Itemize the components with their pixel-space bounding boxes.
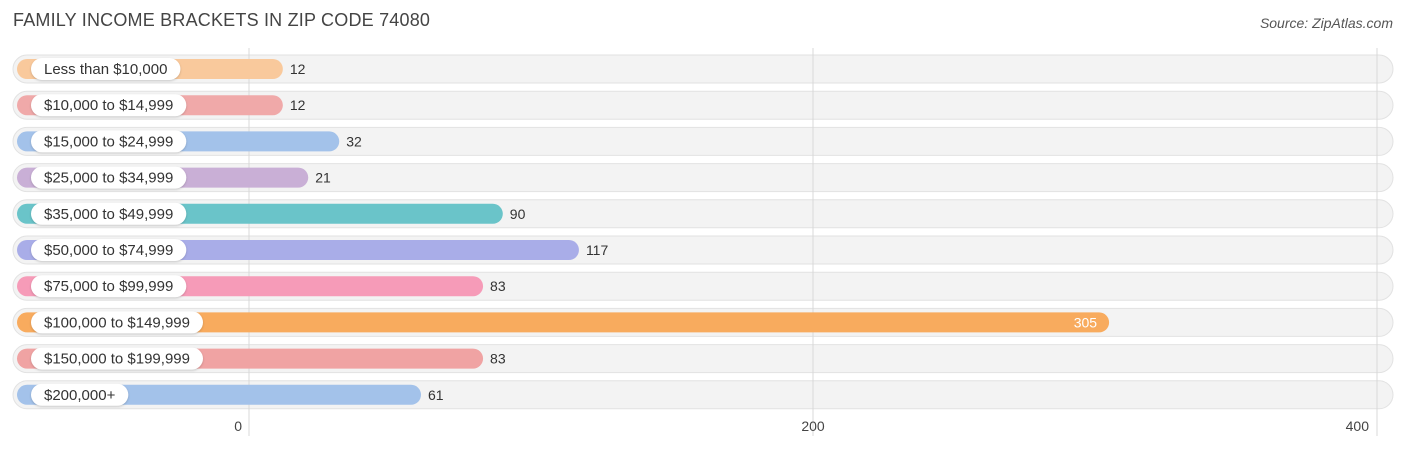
category-label: $100,000 to $149,999 bbox=[44, 314, 190, 331]
category-pill bbox=[31, 94, 187, 117]
category-pill bbox=[31, 202, 187, 225]
category-label: $50,000 to $74,999 bbox=[44, 242, 173, 259]
x-tick-label: 400 bbox=[1346, 418, 1370, 434]
value-label: 21 bbox=[315, 170, 331, 186]
value-label: 83 bbox=[490, 278, 506, 294]
category-label: $75,000 to $99,999 bbox=[44, 278, 173, 295]
value-label: 83 bbox=[490, 351, 506, 367]
chart-source: Source: ZipAtlas.com bbox=[1259, 15, 1393, 31]
bar bbox=[17, 312, 1110, 333]
value-label: 117 bbox=[586, 242, 609, 258]
category-label: Less than $10,000 bbox=[44, 61, 167, 78]
value-label: 32 bbox=[346, 133, 362, 149]
category-label: $25,000 to $34,999 bbox=[44, 170, 173, 187]
row-track bbox=[12, 54, 1394, 84]
category-pill bbox=[31, 383, 129, 406]
x-tick-label: 200 bbox=[801, 418, 825, 434]
category-pill bbox=[31, 275, 187, 298]
value-label: 305 bbox=[1074, 314, 1098, 330]
x-tick-label: 0 bbox=[234, 418, 242, 434]
value-label: 12 bbox=[290, 97, 306, 113]
value-label: 61 bbox=[428, 387, 444, 403]
category-label: $10,000 to $14,999 bbox=[44, 97, 173, 114]
category-label: $35,000 to $49,999 bbox=[44, 206, 173, 223]
category-label: $150,000 to $199,999 bbox=[44, 351, 190, 368]
category-pill bbox=[31, 130, 187, 153]
category-label: $200,000+ bbox=[44, 387, 116, 404]
category-pill bbox=[31, 166, 187, 189]
category-label: $15,000 to $24,999 bbox=[44, 133, 173, 150]
category-pill bbox=[31, 347, 203, 370]
row-track bbox=[12, 90, 1394, 120]
row-track bbox=[12, 126, 1394, 156]
category-pill bbox=[31, 239, 187, 261]
row-track bbox=[12, 163, 1394, 193]
category-pill bbox=[31, 58, 181, 80]
chart-title: FAMILY INCOME BRACKETS IN ZIP CODE 74080 bbox=[13, 10, 431, 30]
category-pill bbox=[31, 311, 203, 334]
value-label: 90 bbox=[510, 206, 526, 222]
value-label: 12 bbox=[290, 61, 306, 77]
